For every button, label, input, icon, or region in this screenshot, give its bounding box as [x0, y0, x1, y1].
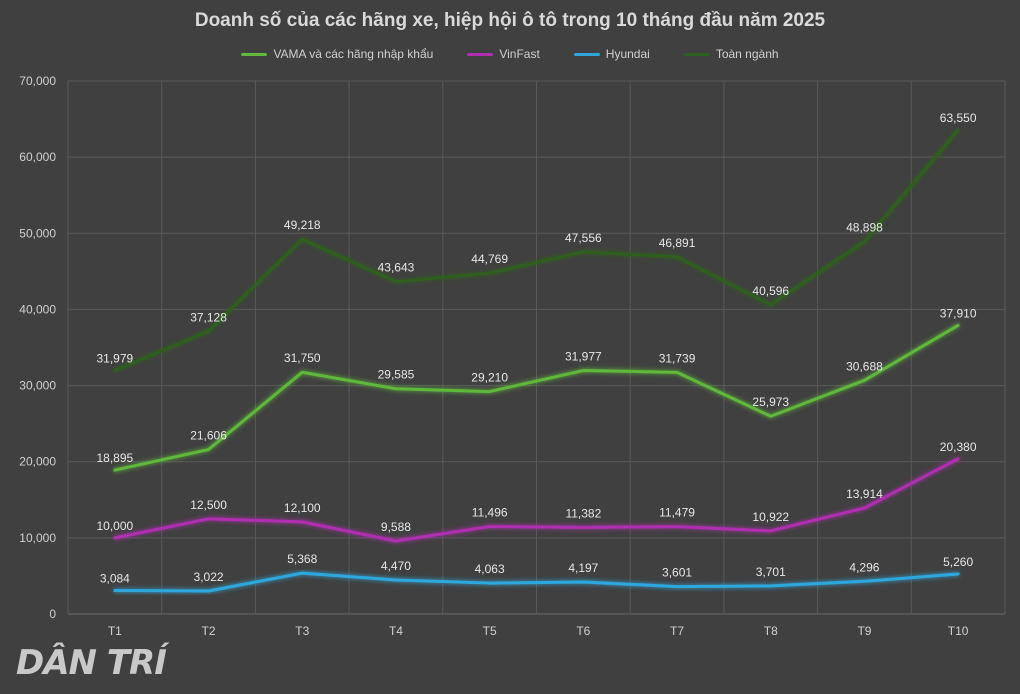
data-label-vinfast: 11,479	[659, 506, 695, 520]
y-tick-label: 40,000	[19, 302, 56, 316]
y-tick-label: 0	[49, 607, 56, 621]
data-label-toan-nganh: 48,898	[846, 221, 883, 235]
legend-swatch-toan-nganh	[683, 52, 710, 56]
y-tick-label: 10,000	[19, 531, 56, 545]
legend-item-vinfast[interactable]: VinFast	[467, 47, 540, 61]
data-label-vama: 21,606	[190, 428, 227, 442]
legend-swatch-hyundai	[573, 52, 600, 56]
chart-title: Doanh số của các hãng xe, hiệp hội ô tô …	[194, 10, 826, 31]
data-label-vama: 31,739	[659, 351, 696, 365]
x-tick-label: T1	[108, 624, 122, 638]
data-label-hyundai: 4,197	[568, 561, 598, 575]
data-label-toan-nganh: 49,218	[284, 218, 321, 232]
data-label-vinfast: 11,382	[565, 506, 601, 520]
data-label-vama: 37,910	[940, 306, 977, 320]
data-label-vama: 18,895	[96, 451, 133, 465]
data-label-vinfast: 10,922	[752, 510, 789, 524]
data-labels: 18,895 21,606 31,750 29,585 29,210 31,977 31,7…	[96, 111, 976, 585]
legend-label-hyundai: Hyundai	[605, 47, 650, 61]
axes: 0 10,000 20,000 30,000 40,000 50,000 60,000 70,…	[19, 74, 969, 638]
data-label-vinfast: 13,914	[846, 487, 883, 501]
data-label-toan-nganh: 40,596	[752, 284, 789, 298]
legend-item-toan-nganh[interactable]: Toàn ngành	[683, 47, 779, 61]
legend-item-vama[interactable]: VAMA và các hãng nhập khẩu	[241, 47, 433, 61]
data-label-vama: 29,210	[471, 371, 508, 385]
grid	[67, 80, 1006, 615]
data-label-vinfast: 20,380	[940, 440, 977, 454]
x-tick-label: T9	[857, 624, 871, 638]
data-label-toan-nganh: 37,128	[190, 310, 227, 324]
x-tick-label: T8	[764, 624, 778, 638]
legend-swatch-vama	[241, 52, 268, 56]
data-label-hyundai: 3,084	[100, 572, 130, 586]
data-label-hyundai: 4,470	[381, 559, 411, 573]
legend: VAMA và các hãng nhập khẩu VinFast Hyund…	[0, 47, 1020, 61]
data-label-hyundai: 3,601	[662, 566, 692, 580]
data-label-vama: 25,973	[752, 395, 789, 409]
series	[113, 128, 960, 593]
y-tick-label: 30,000	[19, 379, 56, 393]
legend-swatch-vinfast	[467, 52, 494, 56]
series-line-vama	[113, 323, 960, 472]
legend-label-toan-nganh: Toàn ngành	[715, 47, 779, 61]
legend-label-vama: VAMA và các hãng nhập khẩu	[273, 47, 434, 61]
x-tick-label: T3	[295, 624, 309, 638]
dan-tri-logo: DÂN TRÍ	[16, 643, 167, 683]
data-label-hyundai: 4,063	[475, 562, 505, 576]
data-label-hyundai: 3,701	[756, 565, 786, 579]
data-label-vinfast: 10,000	[96, 519, 133, 533]
data-label-toan-nganh: 43,643	[378, 261, 415, 275]
data-label-hyundai: 4,296	[849, 560, 879, 574]
data-label-vama: 31,977	[565, 350, 602, 364]
data-label-hyundai: 5,368	[287, 552, 317, 566]
x-tick-label: T2	[202, 624, 216, 638]
data-label-toan-nganh: 44,769	[471, 252, 508, 266]
data-label-toan-nganh: 31,979	[96, 352, 133, 366]
data-label-hyundai: 3,022	[194, 570, 224, 584]
y-tick-label: 20,000	[19, 455, 56, 469]
y-tick-label: 50,000	[19, 226, 56, 240]
series-line-toan-nganh	[113, 128, 960, 373]
x-tick-label: T5	[483, 624, 497, 638]
x-tick-label: T4	[389, 624, 403, 638]
data-label-toan-nganh: 46,891	[659, 236, 696, 250]
legend-item-hyundai[interactable]: Hyundai	[573, 47, 650, 61]
x-tick-label: T6	[576, 624, 590, 638]
data-label-vama: 30,688	[846, 359, 883, 373]
series-line-hyundai	[113, 571, 960, 593]
y-tick-label: 60,000	[19, 150, 56, 164]
data-label-vama: 31,750	[284, 351, 321, 365]
x-tick-label: T10	[948, 624, 969, 638]
data-label-vinfast: 9,588	[381, 520, 411, 534]
data-label-hyundai: 5,260	[943, 555, 973, 569]
data-label-vinfast: 11,496	[472, 505, 508, 519]
x-tick-label: T7	[670, 624, 684, 638]
legend-label-vinfast: VinFast	[499, 47, 540, 61]
data-label-vinfast: 12,500	[190, 498, 227, 512]
data-label-vinfast: 12,100	[284, 501, 321, 515]
data-label-vama: 29,585	[378, 368, 415, 382]
data-label-toan-nganh: 63,550	[940, 111, 977, 125]
y-tick-label: 70,000	[19, 74, 56, 88]
series-line-vinfast	[113, 457, 960, 543]
data-label-toan-nganh: 47,556	[565, 231, 602, 245]
